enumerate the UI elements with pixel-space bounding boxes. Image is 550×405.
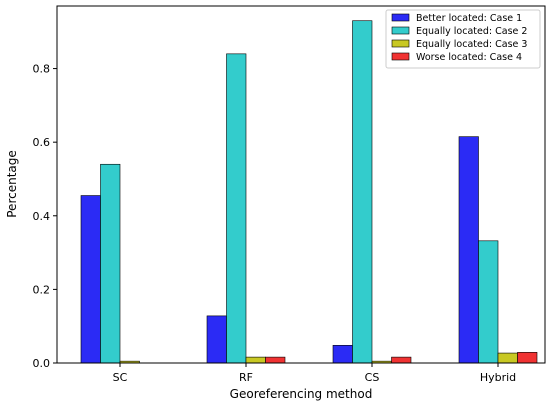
plot-frame — [56, 5, 546, 364]
bar-rf-series-4 — [265, 356, 286, 364]
legend-label: Better located: Case 1 — [416, 13, 522, 24]
legend-label: Worse located: Case 4 — [416, 52, 522, 63]
bar-hybrid-series-1 — [458, 136, 479, 364]
legend-swatch — [391, 52, 410, 61]
legend-box — [385, 9, 541, 69]
bar-hybrid-series-4 — [517, 352, 538, 364]
x-axis-label: Georeferencing method — [230, 387, 373, 401]
bars-group — [80, 20, 538, 364]
bar-sc-series-2 — [100, 163, 121, 364]
bar-sc-series-1 — [80, 195, 101, 364]
legend-swatch — [391, 39, 410, 48]
y-tick-label: 0.4 — [33, 210, 51, 223]
y-tick-label: 0.8 — [33, 63, 51, 76]
bar-cs-series-2 — [352, 20, 373, 364]
y-axis-label: Percentage — [5, 150, 19, 218]
bar-cs-series-1 — [332, 345, 353, 364]
legend: Better located: Case 1 Equally located: C… — [385, 9, 541, 69]
x-tick-label: Hybrid — [480, 371, 516, 384]
x-axis: SC RF CS Hybrid — [113, 363, 516, 384]
y-axis: 0.0 0.2 0.4 0.6 0.8 — [33, 63, 57, 370]
legend-label: Equally located: Case 3 — [416, 39, 527, 50]
legend-label: Equally located: Case 2 — [416, 26, 527, 37]
x-tick-label: RF — [239, 371, 253, 384]
x-tick-label: CS — [365, 371, 380, 384]
bar-hybrid-series-3 — [497, 352, 518, 364]
y-tick-label: 0.2 — [33, 283, 51, 296]
y-tick-label: 0.0 — [33, 357, 51, 370]
x-tick-label: SC — [113, 371, 128, 384]
legend-swatch — [391, 26, 410, 35]
bar-cs-series-4 — [391, 356, 412, 364]
bar-rf-series-1 — [206, 315, 227, 364]
bar-hybrid-series-2 — [478, 240, 499, 364]
y-tick-label: 0.6 — [33, 136, 51, 149]
legend-swatch — [391, 13, 410, 22]
bar-rf-series-2 — [226, 53, 247, 364]
bar-rf-series-3 — [245, 356, 266, 364]
